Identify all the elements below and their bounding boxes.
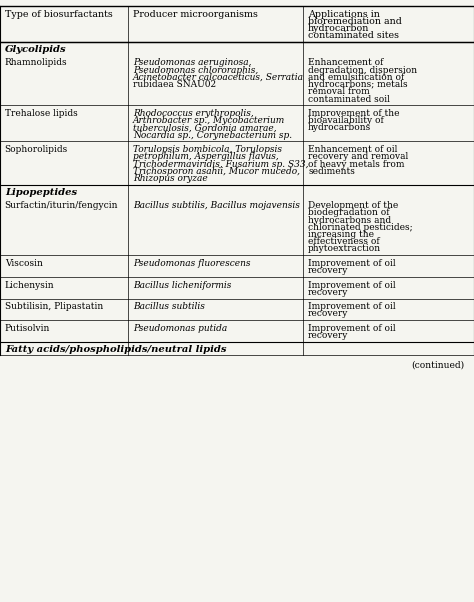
Text: Trichosporon asahii, Mucor mucedo,: Trichosporon asahii, Mucor mucedo, <box>133 167 300 176</box>
Text: Bacillus licheniformis: Bacillus licheniformis <box>133 281 231 290</box>
Text: Trichodermaviridis, Fusarium sp. S33,: Trichodermaviridis, Fusarium sp. S33, <box>133 160 308 169</box>
Text: Development of the: Development of the <box>308 201 398 210</box>
Text: bioavailability of: bioavailability of <box>308 116 384 125</box>
Text: Viscosin: Viscosin <box>5 259 43 268</box>
Text: Sophorolipids: Sophorolipids <box>5 145 68 154</box>
Text: effectiveness of: effectiveness of <box>308 237 380 246</box>
Text: recovery: recovery <box>308 288 348 297</box>
Text: tuberculosis, Gordonia amarae,: tuberculosis, Gordonia amarae, <box>133 123 276 132</box>
Text: Trehalose lipids: Trehalose lipids <box>5 109 77 118</box>
Text: hydrocarbons: hydrocarbons <box>308 123 371 132</box>
Text: Rhamnolipids: Rhamnolipids <box>5 58 67 67</box>
Text: Putisolvin: Putisolvin <box>5 324 50 333</box>
Text: hydrocarbon: hydrocarbon <box>308 24 369 33</box>
Text: bioremediation and: bioremediation and <box>308 17 402 26</box>
Text: Applications in: Applications in <box>308 10 380 19</box>
Text: biodegradation of: biodegradation of <box>308 208 390 217</box>
Text: Improvement of the: Improvement of the <box>308 109 400 118</box>
Text: Glycolipids: Glycolipids <box>5 45 66 54</box>
Text: contaminated soil: contaminated soil <box>308 95 390 104</box>
Text: Surfactin/iturin/fengycin: Surfactin/iturin/fengycin <box>5 201 118 210</box>
Text: and emulsification of: and emulsification of <box>308 73 404 82</box>
Text: sediments: sediments <box>308 167 355 176</box>
Text: Torulopsis bombicola, Torulopsis: Torulopsis bombicola, Torulopsis <box>133 145 282 154</box>
Text: petrophilum, Aspergillus flavus,: petrophilum, Aspergillus flavus, <box>133 152 278 161</box>
Text: removal from: removal from <box>308 87 370 96</box>
Text: Enhancement of: Enhancement of <box>308 58 383 67</box>
Text: rubidaea SNAU02: rubidaea SNAU02 <box>133 80 216 89</box>
Text: Pseudomonas aeruginosa,: Pseudomonas aeruginosa, <box>133 58 251 67</box>
Text: chlorinated pesticides;: chlorinated pesticides; <box>308 223 413 232</box>
Text: Rhizopus oryzae: Rhizopus oryzae <box>133 174 208 183</box>
Text: Lichenysin: Lichenysin <box>5 281 55 290</box>
Text: recovery: recovery <box>308 266 348 275</box>
Text: hydrocarbons; metals: hydrocarbons; metals <box>308 80 408 89</box>
Text: Pseudomonas putida: Pseudomonas putida <box>133 324 227 333</box>
Text: Arthrobacter sp., Mycobacterium: Arthrobacter sp., Mycobacterium <box>133 116 285 125</box>
Text: Rhodococcus erythropolis,: Rhodococcus erythropolis, <box>133 109 254 118</box>
Text: Improvement of oil: Improvement of oil <box>308 259 396 268</box>
Text: Acinetobacter calcoaceticus, Serratia: Acinetobacter calcoaceticus, Serratia <box>133 73 304 82</box>
Text: Pseudomonas fluorescens: Pseudomonas fluorescens <box>133 259 250 268</box>
Text: (continued): (continued) <box>411 361 465 370</box>
Text: phytoextraction: phytoextraction <box>308 244 381 253</box>
Text: Bacillus subtilis, Bacillus mojavensis: Bacillus subtilis, Bacillus mojavensis <box>133 201 300 210</box>
Text: hydrocarbons and: hydrocarbons and <box>308 216 391 225</box>
Text: Pseudomonas chlororaphis,: Pseudomonas chlororaphis, <box>133 66 258 75</box>
Text: Improvement of oil: Improvement of oil <box>308 324 396 333</box>
Text: Bacillus subtilis: Bacillus subtilis <box>133 302 205 311</box>
Text: Subtilisin, Plipastatin: Subtilisin, Plipastatin <box>5 302 103 311</box>
Text: recovery: recovery <box>308 309 348 318</box>
Text: recovery and removal: recovery and removal <box>308 152 408 161</box>
Text: increasing the: increasing the <box>308 230 374 239</box>
Text: recovery: recovery <box>308 331 348 340</box>
Text: Improvement of oil: Improvement of oil <box>308 302 396 311</box>
Text: Fatty acids/phospholipids/neutral lipids: Fatty acids/phospholipids/neutral lipids <box>5 345 226 354</box>
Text: Nocardia sp., Corynebacterium sp.: Nocardia sp., Corynebacterium sp. <box>133 131 292 140</box>
Text: Producer microorganisms: Producer microorganisms <box>133 10 257 19</box>
Text: contaminated sites: contaminated sites <box>308 31 399 40</box>
Text: degradation, dispersion: degradation, dispersion <box>308 66 417 75</box>
Text: Enhancement of oil: Enhancement of oil <box>308 145 398 154</box>
Text: of heavy metals from: of heavy metals from <box>308 160 405 169</box>
Text: Lipopeptides: Lipopeptides <box>5 188 77 197</box>
Text: Improvement of oil: Improvement of oil <box>308 281 396 290</box>
Text: Type of biosurfactants: Type of biosurfactants <box>5 10 112 19</box>
